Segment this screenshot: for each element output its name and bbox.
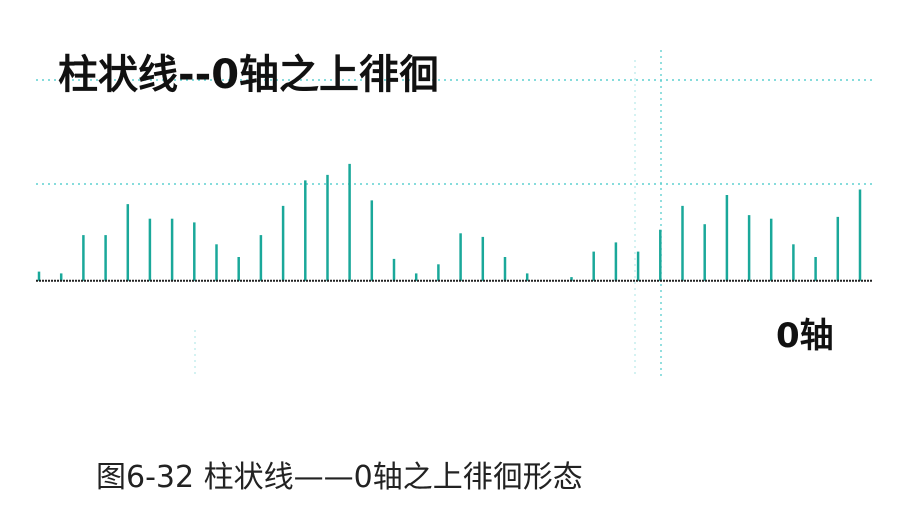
zero-axis-label: 0轴	[776, 316, 834, 356]
grid-lines	[36, 50, 872, 376]
bars	[37, 163, 862, 281]
chart-title: 柱状线--0轴之上徘徊	[58, 52, 440, 98]
figure-caption: 图6-32 柱状线——0轴之上徘徊形态	[96, 460, 583, 495]
